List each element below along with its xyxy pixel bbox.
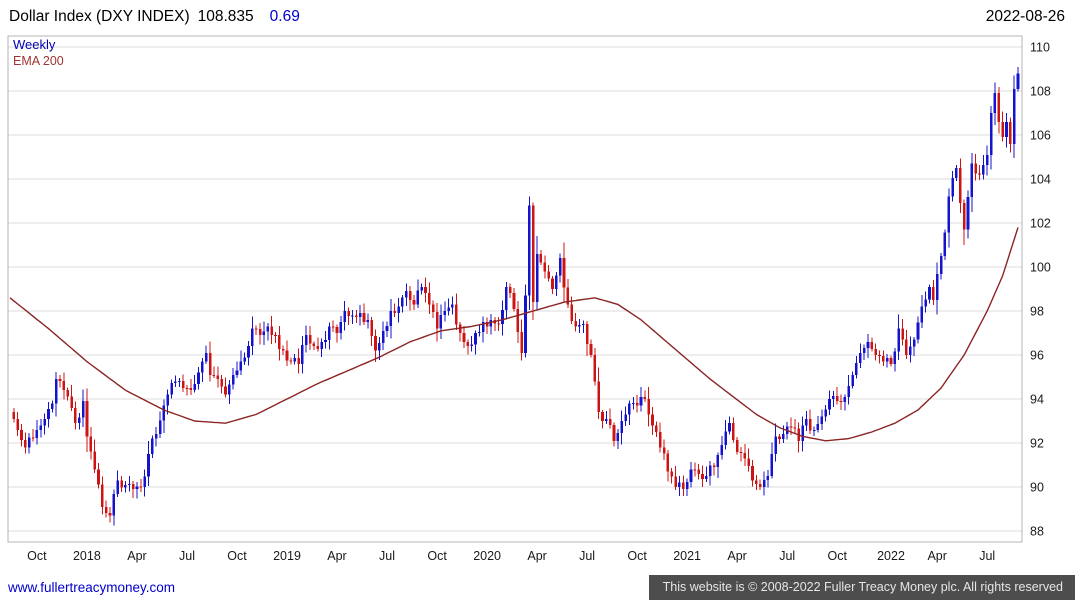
price-change: 0.69 [269,8,300,25]
svg-text:110: 110 [1030,41,1050,55]
svg-text:Oct: Oct [27,549,47,563]
last-price: 108.835 [197,8,254,25]
footer: www.fullertreacymoney.com This website i… [0,574,1075,600]
svg-text:Apr: Apr [927,549,946,563]
grid-layer [7,35,1023,543]
legend-ema-200: EMA 200 [13,54,64,68]
svg-text:Jul: Jul [379,549,395,563]
svg-text:Oct: Oct [227,549,247,563]
svg-text:94: 94 [1030,393,1044,407]
y-axis-labels: 88 90 92 94 96 98 100 102 104 106 108 110 [1030,41,1051,539]
svg-text:2022: 2022 [877,549,905,563]
svg-text:2018: 2018 [73,549,101,563]
svg-text:100: 100 [1030,261,1051,275]
svg-text:90: 90 [1030,481,1044,495]
svg-text:Apr: Apr [327,549,346,563]
svg-text:2021: 2021 [673,549,701,563]
svg-text:Apr: Apr [727,549,746,563]
copyright-text: This website is © 2008-2022 Fuller Treac… [648,574,1075,600]
svg-text:102: 102 [1030,217,1051,231]
svg-text:Jul: Jul [779,549,795,563]
svg-text:88: 88 [1030,525,1044,539]
svg-text:Oct: Oct [827,549,847,563]
svg-text:106: 106 [1030,129,1051,143]
svg-text:98: 98 [1030,305,1044,319]
chart-legend: Weekly EMA 200 [13,37,64,69]
price-chart[interactable]: 88 90 92 94 96 98 100 102 104 106 108 110 Oct 2018 Apr… [0,28,1075,570]
svg-text:Jul: Jul [979,549,995,563]
svg-text:2019: 2019 [273,549,301,563]
instrument-title: Dollar Index (DXY INDEX) [9,8,190,25]
chart-area: 88 90 92 94 96 98 100 102 104 106 108 110 Oct 2018 Apr… [0,28,1075,570]
svg-text:Oct: Oct [427,549,447,563]
svg-text:108: 108 [1030,85,1051,99]
title-group: Dollar Index (DXY INDEX) 108.835 0.69 [9,8,300,26]
svg-text:Oct: Oct [627,549,647,563]
svg-text:92: 92 [1030,437,1044,451]
svg-text:Jul: Jul [179,549,195,563]
candles-layer [12,67,1020,526]
site-link[interactable]: www.fullertreacymoney.com [8,579,176,595]
legend-timeframe: Weekly [13,37,56,52]
svg-text:Jul: Jul [579,549,595,563]
svg-text:96: 96 [1030,349,1044,363]
x-axis-labels: Oct 2018 Apr Jul Oct 2019 Apr Jul Oct 2020 Apr Jul O… [27,549,995,563]
svg-text:Apr: Apr [527,549,546,563]
svg-text:104: 104 [1030,173,1051,187]
chart-date: 2022-08-26 [985,8,1065,25]
svg-text:Apr: Apr [127,549,146,563]
chart-header: Dollar Index (DXY INDEX) 108.835 0.69 20… [0,0,1075,30]
ema-line [9,227,1019,442]
svg-text:2020: 2020 [473,549,501,563]
